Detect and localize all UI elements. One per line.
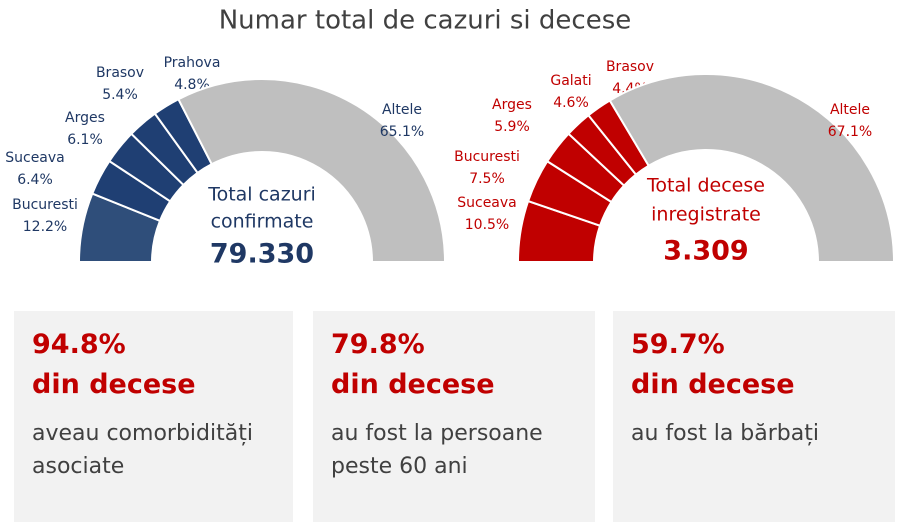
segment-label: Suceava xyxy=(5,150,65,166)
segment-label: Arges xyxy=(65,110,105,126)
stat-heading: din decese xyxy=(631,369,795,400)
segment-value: 4.6% xyxy=(553,95,589,111)
segment-value: 7.5% xyxy=(469,171,505,187)
charts: Numar total de cazuri si decese Bucurest… xyxy=(5,6,896,270)
segment-label: Altele xyxy=(830,102,870,118)
stat-text: aveau comorbidități asociate xyxy=(32,421,253,479)
segment-label: Altele xyxy=(382,102,422,118)
segment-value: 5.4% xyxy=(102,87,138,103)
stat-box: 79.8% din decese au fost la persoane pes… xyxy=(313,311,595,522)
segment-value: 65.1% xyxy=(380,124,424,140)
center-label: inregistrate xyxy=(651,204,761,226)
center-label: confirmate xyxy=(211,211,314,233)
stat-value: 59.7% xyxy=(631,329,725,360)
title: Numar total de cazuri si decese xyxy=(219,6,632,36)
segment-label: Bucuresti xyxy=(454,149,520,165)
stat-text: au fost la persoane peste 60 ani xyxy=(331,421,543,479)
segment-value: 6.1% xyxy=(67,132,103,148)
segment xyxy=(608,73,896,263)
segment xyxy=(177,78,447,263)
segment-label: Prahova xyxy=(164,55,221,71)
segment-label: Bucuresti xyxy=(12,197,78,213)
segment-label: Arges xyxy=(492,97,532,113)
stat-box: 59.7% din decese au fost la bărbați xyxy=(613,311,895,522)
center-value: 3.309 xyxy=(663,236,748,267)
segment-label: Brasov xyxy=(96,65,144,81)
segment-value: 67.1% xyxy=(828,124,872,140)
center-label: Total decese xyxy=(646,175,765,197)
segment-label: Suceava xyxy=(457,195,517,211)
center-label: Total cazuri xyxy=(207,184,316,206)
segment-value: 5.9% xyxy=(494,119,530,135)
stat-value: 79.8% xyxy=(331,329,425,360)
stat-heading: din decese xyxy=(32,369,196,400)
stat-heading: din decese xyxy=(331,369,495,400)
segment-value: 10.5% xyxy=(465,217,509,233)
stat-text: au fost la bărbați xyxy=(631,421,819,446)
segment-value: 12.2% xyxy=(23,219,67,235)
stat-box: 94.8% din decese aveau comorbidități aso… xyxy=(14,311,293,522)
stat-value: 94.8% xyxy=(32,329,126,360)
center-value: 79.330 xyxy=(210,239,314,270)
segment-value: 6.4% xyxy=(17,172,53,188)
segment-label: Galati xyxy=(550,73,591,89)
segment-label: Brasov xyxy=(606,59,654,75)
